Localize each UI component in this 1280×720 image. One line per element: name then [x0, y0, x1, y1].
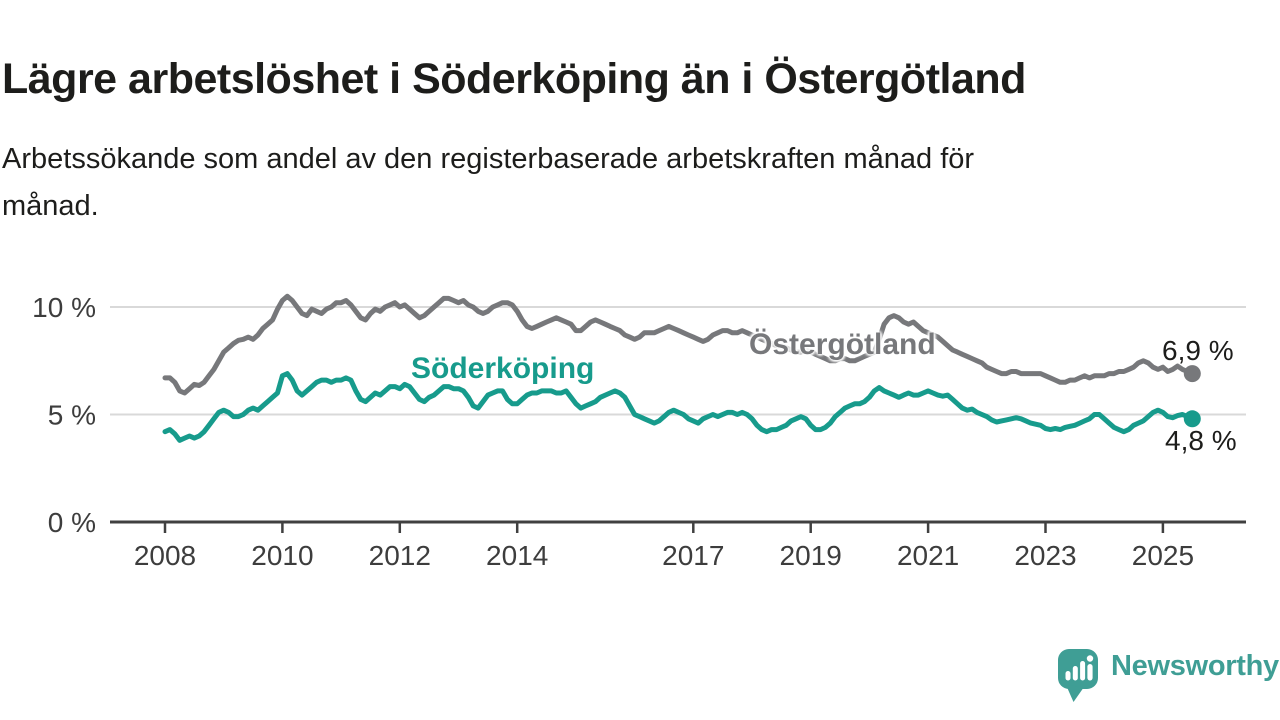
newsworthy-logo: Newsworthy [1056, 646, 1279, 704]
x-tick-label-2019: 2019 [780, 540, 842, 571]
x-tick-label-2008: 2008 [134, 540, 196, 571]
y-tick-label: 10 % [32, 292, 96, 323]
series-end-dot-söderköping [1183, 410, 1201, 428]
series-line-östergötland [162, 293, 1195, 396]
subtitle-line-2: månad. [2, 190, 99, 222]
x-tick-label-2021: 2021 [897, 540, 959, 571]
x-tick-label-2010: 2010 [251, 540, 313, 571]
newsworthy-logo-text: Newsworthy [1111, 650, 1279, 682]
subtitle-line-1: Arbetssökande som andel av den registerb… [2, 143, 975, 175]
x-tick-label-2017: 2017 [662, 540, 724, 571]
chart-subtitle: Arbetssökande som andel av den registerb… [2, 136, 974, 230]
series-label-soderkoping: Söderköping [411, 352, 595, 385]
x-tick-label-2012: 2012 [369, 540, 431, 571]
end-value-ostergotland: 6,9 % [1162, 335, 1234, 366]
end-value-soderkoping: 4,8 % [1165, 425, 1237, 456]
series-label-ostergotland: Östergötland [749, 328, 936, 361]
y-tick-label: 0 % [48, 507, 96, 538]
series-line-söderköping [162, 371, 1195, 443]
newsworthy-logo-icon [1058, 649, 1098, 702]
x-tick-label-2023: 2023 [1014, 540, 1076, 571]
page-title: Lägre arbetslöshet i Söderköping än i Ös… [2, 54, 1026, 103]
x-tick-label-2014: 2014 [486, 540, 548, 571]
series-end-dot-östergötland [1183, 365, 1201, 383]
x-tick-label-2025: 2025 [1132, 540, 1194, 571]
y-tick-label: 5 % [48, 400, 96, 431]
